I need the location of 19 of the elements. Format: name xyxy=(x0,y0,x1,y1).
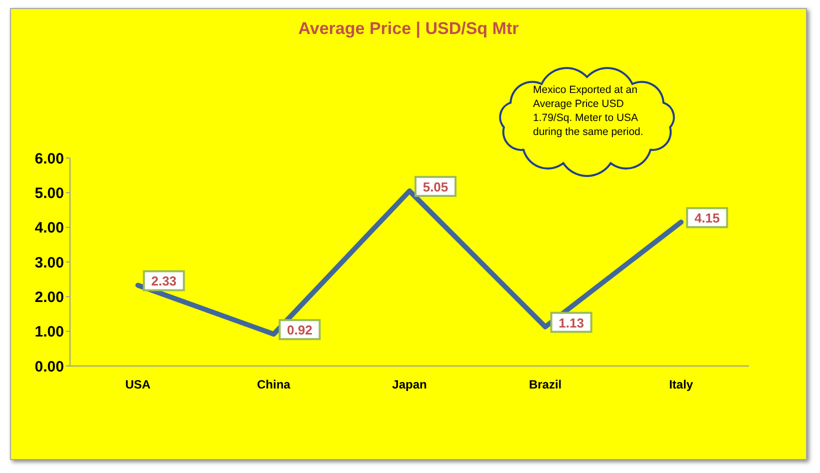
x-tick-label: Brazil xyxy=(528,378,562,392)
chart-title: Average Price | USD/Sq Mtr xyxy=(297,19,520,39)
data-label: 0.92 xyxy=(287,322,312,338)
x-tick-label: USA xyxy=(125,378,151,392)
x-tick-label: China xyxy=(257,378,291,392)
y-tick-label: 1.00 xyxy=(34,324,64,341)
data-label: 4.15 xyxy=(694,210,720,226)
data-label: 2.33 xyxy=(151,274,177,289)
x-tick-label: Italy xyxy=(669,378,694,392)
data-label: 5.05 xyxy=(422,179,448,194)
y-tick-label: 0.00 xyxy=(34,358,64,376)
y-tick-label: 4.00 xyxy=(34,220,64,237)
data-label: 1.13 xyxy=(558,315,584,330)
x-tick-label: Japan xyxy=(392,378,427,392)
y-tick-label: 6.00 xyxy=(34,150,64,168)
y-tick-label: 3.00 xyxy=(34,254,64,272)
y-tick-label: 2.00 xyxy=(34,288,64,306)
y-tick-label: 5.00 xyxy=(34,184,64,202)
text: Mexico Exported at an Average Price USD 1.79/Sq. Meter to USA during the same period. xyxy=(533,83,644,139)
